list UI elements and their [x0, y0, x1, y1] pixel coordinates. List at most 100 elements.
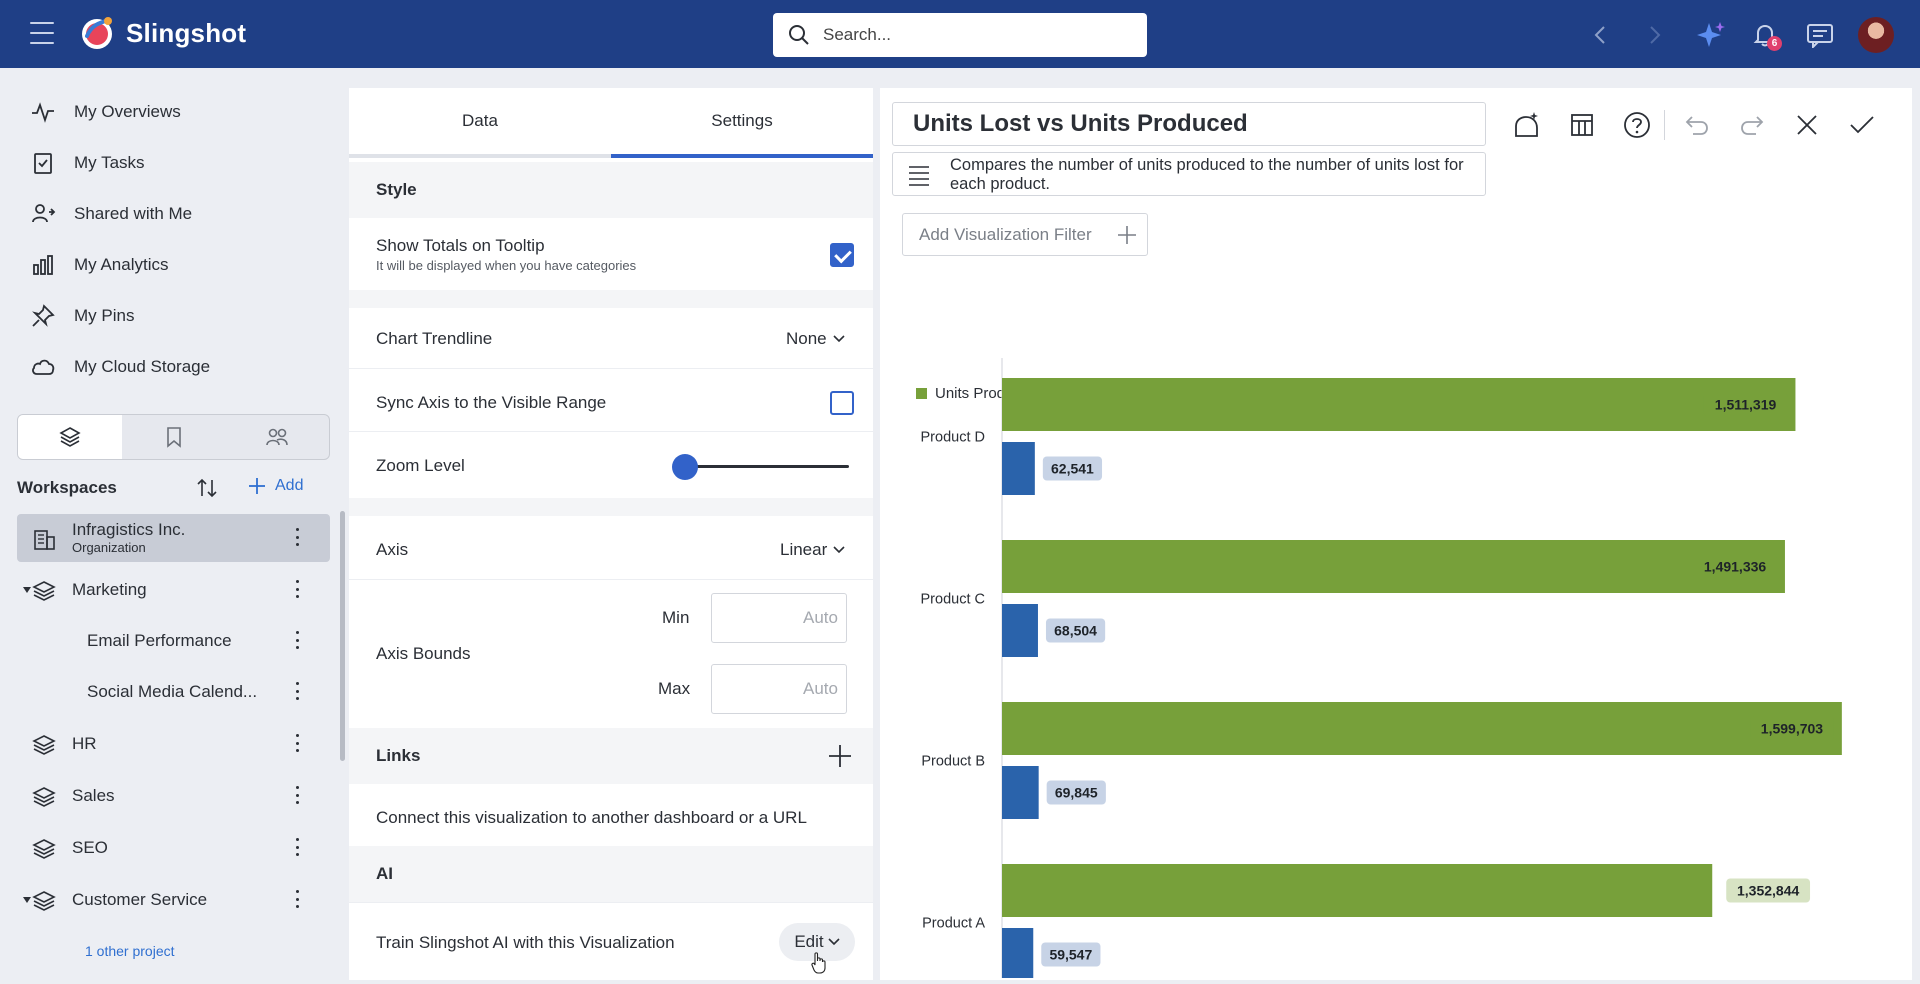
back-arrow-icon[interactable] [1585, 20, 1615, 50]
workspace-sales[interactable]: Sales [17, 772, 330, 820]
expand-caret-icon[interactable] [23, 587, 31, 593]
plus-icon [249, 478, 265, 494]
toolbar-separator [1664, 110, 1665, 140]
category-label: Product A [922, 916, 985, 932]
workspace-more-icon[interactable] [296, 734, 300, 752]
workspace-more-icon[interactable] [296, 631, 300, 649]
dropdown-value: None [786, 329, 827, 348]
app-logo[interactable]: Slingshot [78, 14, 246, 52]
workspace-more-icon[interactable] [296, 890, 300, 908]
chart-trendline-label: Chart Trendline [376, 329, 493, 348]
section-divider [349, 498, 873, 516]
teams-tab[interactable] [225, 415, 329, 459]
workspace-hr[interactable]: HR [17, 720, 330, 768]
cloud-icon [32, 359, 55, 375]
data-label-background [1045, 618, 1106, 643]
user-avatar[interactable] [1858, 17, 1894, 53]
expand-caret-icon[interactable] [23, 897, 31, 903]
zoom-slider-track[interactable] [685, 465, 849, 468]
workspace-seo[interactable]: SEO [17, 824, 330, 872]
nav-my-tasks[interactable]: My Tasks [30, 143, 330, 183]
visualization-title-input[interactable] [892, 102, 1486, 146]
hamburger-menu-icon[interactable] [30, 22, 54, 44]
data-label-background [1693, 554, 1777, 579]
nav-my-analytics[interactable]: My Analytics [30, 245, 330, 285]
layers-tab[interactable] [18, 415, 122, 459]
workspaces-title: Workspaces [17, 478, 117, 497]
bar-units-produced [1002, 540, 1785, 593]
row-divider [349, 431, 873, 432]
chart-trendline-dropdown[interactable]: None [786, 329, 845, 349]
redo-icon[interactable] [1736, 109, 1768, 141]
sidebar-scrollbar[interactable] [340, 511, 345, 761]
workspace-more-icon[interactable] [296, 838, 300, 856]
workspace-name: Sales [72, 786, 115, 805]
nav-shared-with-me[interactable]: Shared with Me [30, 194, 330, 234]
nav-my-cloud-storage[interactable]: My Cloud Storage [30, 347, 330, 387]
dropdown-value: Linear [780, 540, 828, 559]
pin-icon [32, 304, 55, 327]
add-label: Add [275, 477, 304, 494]
confirm-check-icon[interactable] [1846, 109, 1878, 141]
workspace-name: HR [72, 734, 97, 753]
workspace-more-icon[interactable] [296, 786, 300, 804]
axis-max-input[interactable] [711, 664, 847, 714]
workspace-more-icon[interactable] [296, 682, 300, 700]
row-divider [349, 579, 873, 580]
ai-edit-dropdown-button[interactable]: Edit [779, 923, 855, 961]
workspace-name: Customer Service [72, 890, 208, 909]
undo-icon[interactable] [1681, 109, 1713, 141]
bookmarks-tab[interactable] [122, 415, 226, 459]
chat-message-icon[interactable] [1805, 20, 1835, 50]
workspace-sub: Organization [72, 540, 146, 555]
axis-type-dropdown[interactable]: Linear [780, 540, 845, 560]
workspace-more-icon[interactable] [296, 528, 300, 546]
sort-icon[interactable] [195, 476, 219, 500]
help-icon[interactable] [1621, 109, 1653, 141]
nav-my-overviews[interactable]: My Overviews [30, 92, 330, 132]
layers-icon [32, 581, 56, 601]
tasks-icon [34, 153, 52, 174]
workspace-infragistics[interactable]: Infragistics Inc. Organization [17, 514, 330, 562]
add-link-plus-icon[interactable] [827, 743, 853, 769]
search-box[interactable] [773, 13, 1147, 57]
visualization-panel: Compares the number of units produced to… [880, 88, 1912, 980]
tab-data[interactable]: Data [462, 111, 498, 130]
workspace-name: SEO [72, 838, 108, 857]
tab-settings[interactable]: Settings [611, 88, 873, 158]
axis-min-input[interactable] [711, 593, 847, 643]
notifications-bell-icon[interactable]: 6 [1750, 20, 1782, 51]
visualization-description[interactable]: Compares the number of units produced to… [892, 152, 1486, 196]
sync-axis-label: Sync Axis to the Visible Range [376, 393, 607, 412]
data-label: 59,547 [1049, 947, 1092, 963]
add-workspace-button[interactable]: Add [247, 476, 303, 496]
sidebar: My Overviews My Tasks Shared with Me My … [0, 68, 346, 984]
zoom-slider-thumb[interactable] [672, 454, 698, 480]
layers-icon [59, 427, 81, 447]
workspace-marketing[interactable]: Marketing [17, 566, 330, 614]
data-label-background [1042, 456, 1103, 481]
add-visualization-filter-button[interactable]: Add Visualization Filter [902, 213, 1148, 256]
workspace-email-performance[interactable]: Email Performance [17, 617, 330, 665]
nav-label: My Pins [74, 306, 135, 325]
sync-axis-checkbox[interactable] [830, 391, 854, 415]
other-project-link[interactable]: 1 other project [85, 943, 175, 959]
table-view-icon[interactable] [1566, 109, 1598, 141]
axis-label: Axis [376, 540, 409, 559]
workspace-social-media[interactable]: Social Media Calend... [17, 668, 330, 716]
workspace-more-icon[interactable] [296, 580, 300, 598]
nav-my-pins[interactable]: My Pins [30, 296, 330, 336]
workspace-customer-service[interactable]: Customer Service [17, 876, 330, 924]
chart-type-icon[interactable] [1511, 109, 1543, 141]
building-icon [34, 530, 55, 550]
text-lines-icon [909, 166, 929, 186]
forward-arrow-icon[interactable] [1640, 20, 1670, 50]
search-icon [789, 25, 809, 45]
ai-sparkle-icon[interactable] [1696, 20, 1726, 50]
show-totals-checkbox[interactable] [830, 243, 854, 267]
close-icon[interactable] [1791, 109, 1823, 141]
search-input[interactable] [823, 25, 1123, 45]
description-text: Compares the number of units produced to… [950, 156, 1464, 193]
ai-section-header: AI [349, 846, 873, 902]
sidebar-view-switcher [17, 414, 330, 460]
